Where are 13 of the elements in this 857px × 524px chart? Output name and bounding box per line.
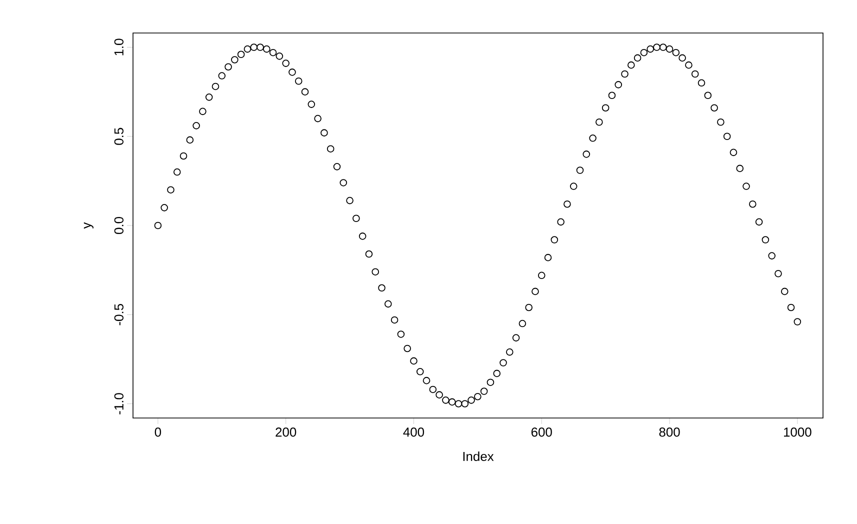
x-tick-label: 600 (531, 428, 552, 437)
y-axis-title: y (84, 222, 94, 229)
y-tick-label: 1.0 (114, 38, 124, 56)
y-tick-label: -1.0 (114, 393, 124, 414)
x-tick-label: 1000 (784, 428, 812, 437)
x-tick-label: 200 (276, 428, 296, 437)
y-tick-label: 0.5 (114, 128, 124, 145)
x-tick-label: 400 (403, 428, 424, 437)
y-tick-label: 0.0 (114, 216, 124, 234)
x-tick-label: 0 (154, 428, 162, 437)
y-tick-label: -0.5 (114, 304, 124, 326)
x-axis-title: Index (463, 452, 494, 462)
x-tick-label: 800 (659, 428, 680, 437)
